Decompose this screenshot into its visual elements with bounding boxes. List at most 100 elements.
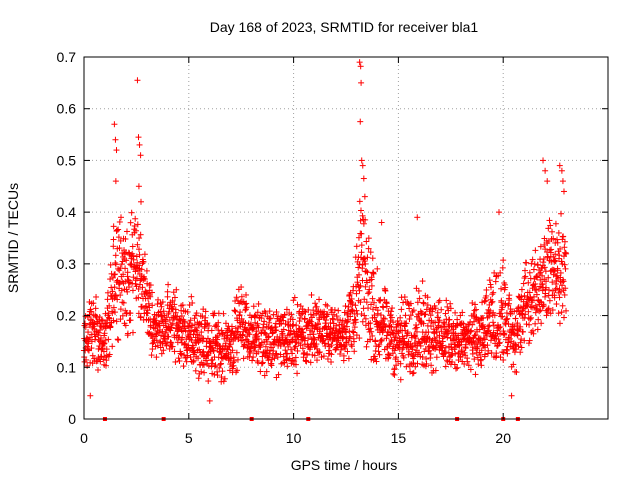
data-point [545,287,552,294]
data-point [353,243,360,250]
data-point [188,337,195,344]
data-point [153,354,160,361]
data-point [483,292,490,299]
data-point [389,305,396,312]
data-point [481,298,488,305]
data-point [131,222,138,229]
data-point [113,318,120,325]
data-point [236,312,243,319]
data-point [511,349,518,356]
data-point [393,354,400,361]
data-point [423,360,430,367]
data-point [349,328,356,335]
data-point [486,277,493,284]
data-point [501,330,508,337]
data-point [535,286,542,293]
data-point [342,303,349,310]
data-point [534,326,541,333]
data-point [171,294,178,301]
data-point-spike [112,178,119,185]
data-point [556,252,563,259]
data-point [438,328,445,335]
data-point [402,312,409,319]
data-point [118,214,125,221]
data-point [556,320,563,327]
data-point [135,285,142,292]
data-point [184,352,191,359]
data-point [502,320,509,327]
data-point [529,327,536,334]
data-point [495,336,502,343]
data-point-spike [560,188,567,195]
data-point [490,322,497,329]
data-point [436,332,443,339]
data-point [367,249,374,256]
data-point [425,329,432,336]
data-point [367,320,374,327]
data-point-spike [135,183,142,190]
data-point [266,315,273,322]
data-point [540,259,547,266]
data-point [90,321,97,328]
data-point [211,363,218,370]
data-point [397,314,404,321]
data-point [109,288,116,295]
data-point [110,304,117,311]
data-point [234,328,241,335]
data-point [250,354,257,361]
data-point [268,344,275,351]
data-point [122,322,129,329]
data-point [205,322,212,329]
data-point [468,327,475,334]
data-point [415,287,422,294]
data-point [537,276,544,283]
data-point [102,325,109,332]
data-point [536,308,543,315]
data-point [129,243,136,250]
data-point [410,307,417,314]
data-point [104,289,111,296]
data-point-spike [357,63,364,70]
data-point [234,356,241,363]
data-point [164,293,171,300]
data-point [344,348,351,355]
data-point [195,375,202,382]
data-point [115,226,122,233]
data-point [521,292,528,299]
data-point-spike [361,193,368,200]
data-point [165,281,172,288]
data-point [407,300,414,307]
data-point [522,311,529,318]
data-point [484,342,491,349]
data-point [328,351,335,358]
data-point [179,302,186,309]
data-points [80,59,570,421]
data-point [316,296,323,303]
data-point [297,314,304,321]
data-point [378,336,385,343]
data-point [351,324,358,331]
data-point [193,327,200,334]
data-point [255,348,262,355]
data-point [132,215,139,222]
data-point [519,328,526,335]
data-point [180,363,187,370]
data-point [325,347,332,354]
data-point [93,293,100,300]
data-point [341,322,348,329]
data-point [106,302,113,309]
data-point [162,329,169,336]
data-point [492,278,499,285]
data-point [378,319,385,326]
data-point [307,359,314,366]
data-point [361,255,368,262]
data-point [199,349,206,356]
data-point [351,338,358,345]
data-point [504,315,511,322]
data-point [505,339,512,346]
data-point [354,279,361,286]
data-point [518,344,525,351]
data-point [513,369,520,376]
data-point [365,305,372,312]
data-point [347,333,354,340]
